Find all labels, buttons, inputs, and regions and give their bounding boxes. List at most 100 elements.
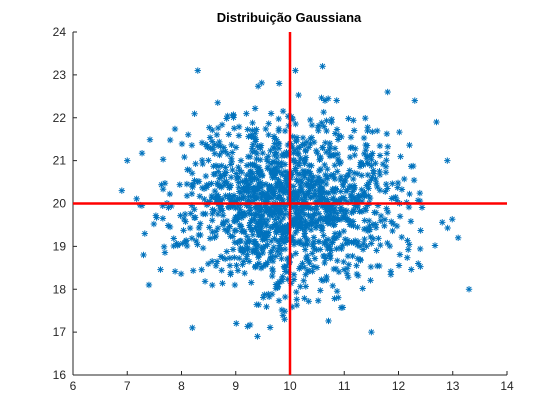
- data-point: [376, 263, 382, 269]
- data-point: [306, 298, 312, 304]
- data-point: [338, 134, 344, 140]
- data-point: [219, 149, 225, 155]
- data-point: [348, 239, 354, 245]
- data-point: [382, 188, 388, 194]
- data-point: [439, 219, 445, 225]
- data-point: [334, 126, 340, 132]
- data-point: [311, 139, 317, 145]
- data-point: [364, 124, 370, 130]
- data-point: [160, 156, 166, 162]
- data-point: [353, 262, 359, 268]
- y-tick-label: 21: [53, 154, 67, 168]
- data-point: [319, 225, 325, 231]
- data-point: [280, 215, 286, 221]
- data-point: [340, 213, 346, 219]
- data-point: [276, 238, 282, 244]
- data-point: [405, 246, 411, 252]
- data-point: [334, 97, 340, 103]
- data-point: [300, 135, 306, 141]
- data-point: [307, 117, 313, 123]
- data-point: [271, 152, 277, 158]
- data-point: [167, 137, 173, 143]
- y-tick-label: 17: [53, 325, 67, 339]
- data-point: [357, 257, 363, 263]
- data-point: [357, 208, 363, 214]
- data-point: [373, 209, 379, 215]
- data-point: [200, 211, 206, 217]
- data-point: [383, 169, 389, 175]
- data-point: [366, 223, 372, 229]
- data-point: [238, 224, 244, 230]
- data-point: [228, 174, 234, 180]
- data-point: [383, 181, 389, 187]
- data-point: [258, 230, 264, 236]
- data-point: [348, 134, 354, 140]
- data-point: [301, 224, 307, 230]
- y-tick-label: 19: [53, 239, 67, 253]
- data-point: [246, 237, 252, 243]
- x-tick-label: 6: [70, 379, 77, 393]
- data-point: [142, 230, 148, 236]
- data-point: [256, 168, 262, 174]
- data-point: [363, 147, 369, 153]
- data-point: [417, 246, 423, 252]
- data-point: [293, 138, 299, 144]
- data-point: [332, 145, 338, 151]
- data-point: [250, 141, 256, 147]
- y-tick-label: 22: [53, 111, 67, 125]
- data-point: [340, 304, 346, 310]
- data-point: [384, 150, 390, 156]
- data-point: [257, 213, 263, 219]
- data-point: [341, 266, 347, 272]
- data-point: [401, 176, 407, 182]
- scatter-points: [119, 63, 473, 340]
- data-point: [245, 154, 251, 160]
- data-point: [263, 304, 269, 310]
- data-point: [133, 196, 139, 202]
- data-point: [325, 318, 331, 324]
- data-point: [229, 159, 235, 165]
- data-point: [297, 238, 303, 244]
- data-point: [199, 140, 205, 146]
- data-point: [344, 215, 350, 221]
- data-point: [258, 207, 264, 213]
- data-point: [455, 235, 461, 241]
- data-point: [311, 234, 317, 240]
- data-point: [408, 218, 414, 224]
- data-point: [276, 126, 282, 132]
- data-point: [411, 177, 417, 183]
- data-point: [369, 129, 375, 135]
- data-point: [196, 225, 202, 231]
- data-point: [230, 233, 236, 239]
- data-point: [276, 141, 282, 147]
- data-point: [269, 254, 275, 260]
- data-point: [157, 266, 163, 272]
- data-point: [331, 221, 337, 227]
- data-point: [254, 333, 260, 339]
- data-point: [194, 241, 200, 247]
- data-point: [178, 271, 184, 277]
- data-point: [209, 138, 215, 144]
- data-point: [241, 195, 247, 201]
- data-point: [260, 294, 266, 300]
- data-point: [297, 283, 303, 289]
- data-point: [212, 150, 218, 156]
- data-point: [280, 108, 286, 114]
- data-point: [279, 171, 285, 177]
- data-point: [295, 92, 301, 98]
- data-point: [318, 95, 324, 101]
- data-point: [227, 223, 233, 229]
- data-point: [246, 210, 252, 216]
- data-point: [355, 239, 361, 245]
- data-point: [291, 241, 297, 247]
- data-point: [269, 175, 275, 181]
- data-point: [172, 126, 178, 132]
- data-point: [247, 322, 253, 328]
- data-point: [293, 193, 299, 199]
- data-point: [296, 211, 302, 217]
- data-point: [338, 188, 344, 194]
- data-point: [282, 294, 288, 300]
- data-point: [268, 238, 274, 244]
- data-point: [231, 254, 237, 260]
- data-point: [377, 152, 383, 158]
